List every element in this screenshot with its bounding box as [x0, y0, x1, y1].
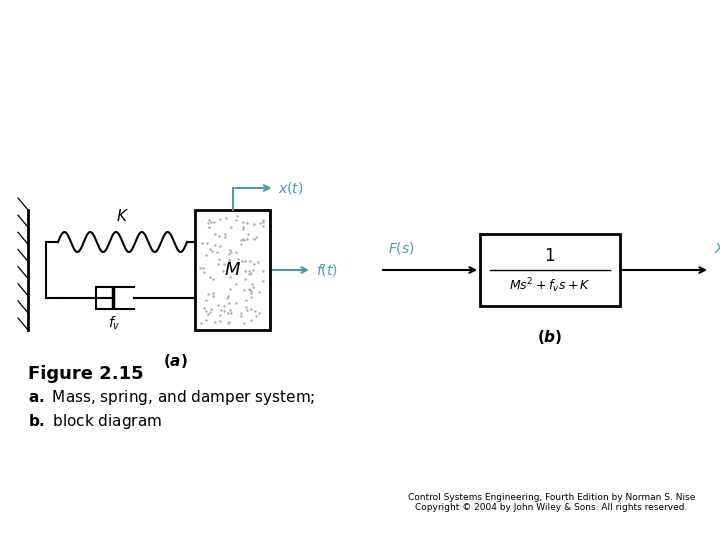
Text: Control Systems Engineering, Fourth Edition by Norman S. Nise
Copyright © 2004 b: Control Systems Engineering, Fourth Edit…	[408, 492, 695, 512]
Text: $X(s)$: $X(s)$	[714, 240, 720, 256]
Text: $K$: $K$	[116, 208, 129, 224]
Text: $\mathbf{a.}$ Mass, spring, and damper system;: $\mathbf{a.}$ Mass, spring, and damper s…	[28, 388, 315, 407]
Text: $Ms^{2}+f_{v}s+K$: $Ms^{2}+f_{v}s+K$	[509, 276, 591, 295]
Text: $f_v$: $f_v$	[108, 315, 121, 333]
Text: $\boldsymbol{(b)}$: $\boldsymbol{(b)}$	[537, 328, 563, 346]
Text: $f(t)$: $f(t)$	[316, 262, 338, 278]
Text: $\boldsymbol{(a)}$: $\boldsymbol{(a)}$	[163, 352, 187, 370]
Bar	[480, 234, 620, 306]
Text: $F(s)$: $F(s)$	[388, 240, 415, 256]
Text: Figure 2.15: Figure 2.15	[28, 365, 143, 383]
Text: $1$: $1$	[544, 247, 556, 265]
Text: $\mathbf{b.}$ block diagram: $\mathbf{b.}$ block diagram	[28, 412, 162, 431]
Text: $M$: $M$	[224, 261, 241, 279]
Text: $x(t)$: $x(t)$	[279, 180, 304, 196]
Bar	[195, 210, 270, 330]
